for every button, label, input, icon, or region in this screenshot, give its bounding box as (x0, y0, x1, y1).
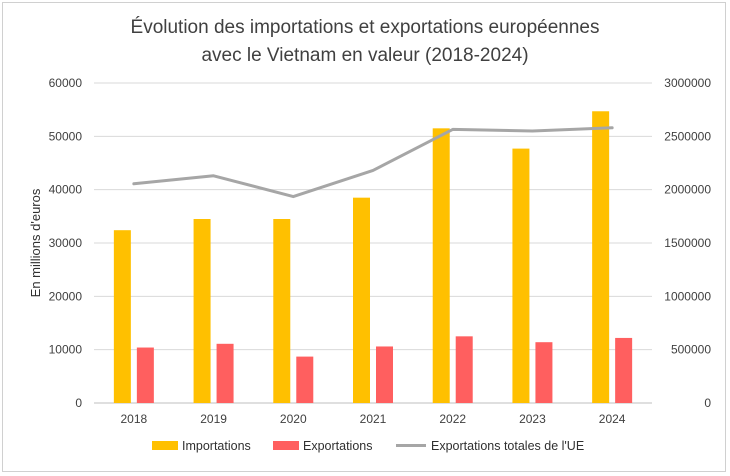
y2-axis-ticks: 0 500000 1000000 1500000 2000000 2500000 30000… (664, 76, 711, 410)
gridlines (94, 82, 652, 404)
bar-importations (353, 197, 370, 403)
x-tick-label: 2018 (121, 412, 148, 426)
bar-exportations (296, 356, 314, 403)
bars (113, 111, 633, 404)
chart-title-line-2: avec le Vietnam en valeur (2018-2024) (201, 45, 529, 66)
bar-importations (432, 128, 450, 404)
y-tick-label: 50000 (49, 129, 83, 143)
bar-exportations (535, 342, 553, 403)
x-tick-label: 2022 (439, 412, 466, 426)
bar-exportations (615, 337, 633, 403)
chart-title-line-1: Évolution des importations et exportatio… (130, 17, 600, 38)
x-tick-label: 2019 (200, 412, 227, 426)
x-tick-label: 2021 (360, 412, 387, 426)
legend: Importations Exportations Exportations tot… (152, 439, 584, 453)
y-tick-label: 60000 (49, 76, 83, 90)
y-tick-label: 30000 (49, 236, 83, 250)
line-exportations-totales-ue (132, 126, 614, 199)
legend-label: Exportations totales de l'UE (431, 439, 584, 453)
y-tick-label: 10000 (49, 343, 83, 357)
legend-swatch (273, 441, 299, 450)
x-tick-label: 2023 (519, 412, 546, 426)
y2-tick-label: 0 (704, 396, 711, 410)
x-axis-ticks: 2018 2019 2020 2021 2022 2023 2024 (121, 412, 626, 426)
y-tick-label: 40000 (49, 183, 83, 197)
y2-tick-label: 1500000 (664, 236, 711, 250)
y-tick-label: 20000 (49, 289, 83, 303)
y2-tick-label: 500000 (671, 343, 711, 357)
bar-exportations (136, 347, 154, 403)
y2-tick-label: 2000000 (664, 183, 711, 197)
y-tick-label: 0 (75, 396, 82, 410)
x-tick-label: 2020 (280, 412, 307, 426)
bar-exportations (376, 346, 393, 403)
bar-exportations (455, 336, 473, 403)
bar-importations (592, 111, 610, 404)
x-tick-label: 2024 (599, 412, 626, 426)
legend-label: Exportations (303, 439, 372, 453)
bar-importations (193, 219, 211, 403)
line-series (132, 126, 614, 199)
bar-importations (113, 230, 131, 403)
legend-label: Importations (182, 439, 251, 453)
y2-tick-label: 2500000 (664, 129, 711, 143)
legend-swatch (152, 441, 178, 450)
bar-exportations (216, 343, 234, 403)
chart-title: Évolution des importations et exportatio… (0, 14, 730, 70)
y2-tick-label: 3000000 (664, 76, 711, 90)
y-axis-label: En millions d'euros (28, 188, 43, 297)
bar-importations (512, 148, 530, 403)
y-axis-ticks: 0 10000 20000 30000 40000 50000 60000 (49, 76, 83, 410)
bar-importations (273, 219, 291, 403)
y2-tick-label: 1000000 (664, 289, 711, 303)
